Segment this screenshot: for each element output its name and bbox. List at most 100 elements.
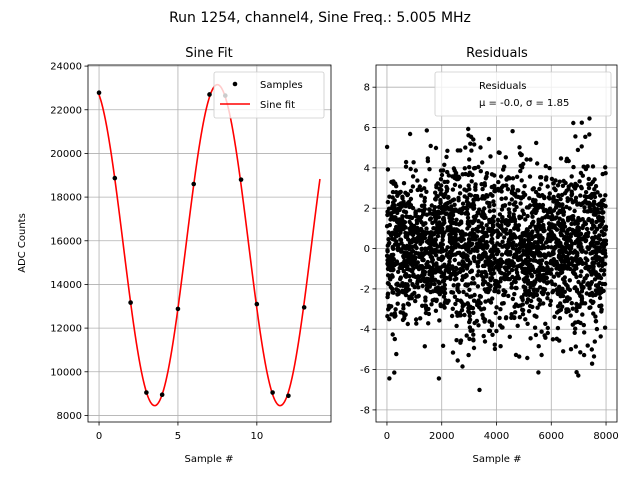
residual-point [569,174,574,179]
residual-point [394,282,399,287]
residual-point [489,321,495,326]
residual-point [477,253,482,258]
residual-point [442,262,447,267]
residual-point [479,182,484,187]
sample-point [191,181,197,187]
residual-point [522,270,528,276]
residual-point [521,161,526,167]
residual-point [537,258,543,263]
residual-point [389,211,394,216]
residual-point [411,272,416,277]
residual-point [474,194,480,199]
residual-point [460,274,465,279]
residual-point [558,270,563,276]
residual-point [408,166,413,172]
residual-point [531,287,537,292]
residual-point [520,244,525,249]
residual-point [509,197,514,202]
residual-point [441,278,447,284]
residual-point [509,281,514,287]
residual-point [548,271,554,276]
residual-point [539,276,544,281]
residual-point [529,236,534,242]
residual-point [462,166,467,171]
residual-point [478,301,483,306]
residual-point [557,316,563,321]
residual-point [591,354,597,359]
residual-point [533,224,538,230]
residual-point [578,247,583,252]
residual-point [540,202,546,208]
residual-point [397,224,402,229]
residual-point [565,284,570,289]
residual-point [494,328,499,334]
residual-point [541,194,547,199]
residual-point [463,171,468,177]
residual-point [453,245,458,250]
sine-fit-xtick-label: 5 [175,431,181,442]
residual-point [581,352,587,358]
residual-point [503,155,508,160]
residual-point [396,233,401,238]
residual-point [452,202,457,207]
residual-point [439,187,444,193]
residual-point [538,239,544,245]
residual-point [475,284,481,289]
residual-point [424,265,429,270]
residual-point [583,190,589,195]
residual-point [389,273,395,278]
residual-point [467,313,472,319]
residual-point [504,177,509,182]
residual-point [492,256,497,261]
residual-point [487,201,492,206]
sample-point [175,306,181,312]
residual-point [442,282,447,288]
residual-point [585,258,590,263]
residual-point [404,263,410,269]
residual-point [568,250,573,255]
residual-point [407,240,413,245]
residual-point [499,189,504,194]
residual-point [539,175,544,180]
residual-point [537,236,542,241]
residual-point [465,215,471,220]
residual-point [528,285,533,290]
residual-point [513,310,518,315]
residual-point [532,281,537,287]
residual-point [390,230,395,235]
residual-point [583,265,588,271]
residual-point [405,321,410,327]
residual-point [576,373,581,378]
residual-point [511,261,516,266]
residual-point [385,291,391,296]
residual-point [394,351,399,357]
residual-point [440,237,445,243]
residual-point [468,328,473,333]
residual-point [489,232,494,238]
residual-point [572,221,577,226]
residual-point [527,303,533,309]
residual-point [600,281,605,287]
residual-point [403,312,408,317]
residual-point [545,280,551,285]
residual-point [595,207,600,212]
residual-point [572,330,577,335]
residual-point [520,231,525,236]
residual-point [576,240,581,246]
residual-point [593,319,599,324]
residual-point [388,258,394,264]
residual-point [560,304,565,309]
residual-point [553,187,558,193]
residual-point [440,242,445,247]
residual-point [396,217,402,222]
residual-point [579,301,584,306]
residual-point [520,307,525,312]
residual-point [585,343,590,348]
residual-point [443,211,448,217]
residual-point [585,245,590,250]
residuals-legend: Residuals μ = -0.0, σ = 1.85 [434,71,612,117]
residual-point [510,274,515,280]
residual-point [471,332,476,337]
residual-point [477,239,483,244]
residual-point [549,267,554,272]
